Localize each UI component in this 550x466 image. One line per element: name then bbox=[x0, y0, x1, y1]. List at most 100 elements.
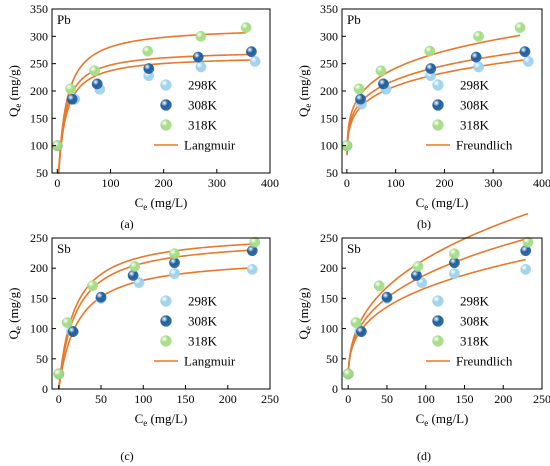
legend-label: 298K bbox=[188, 78, 218, 93]
data-point-318K bbox=[522, 236, 534, 248]
data-point-298K bbox=[448, 268, 460, 280]
x-tick-label: 0 bbox=[345, 392, 351, 406]
data-point-318K bbox=[87, 280, 98, 292]
data-point-318K bbox=[448, 248, 460, 260]
legend-marker-298K bbox=[432, 295, 444, 307]
y-tick-label: 100 bbox=[30, 139, 48, 153]
data-point-308K bbox=[245, 46, 257, 58]
y-tick-label: 150 bbox=[30, 111, 48, 125]
legend-label: 308K bbox=[188, 314, 218, 329]
legend-marker-318K bbox=[160, 119, 172, 131]
x-tick-label: 300 bbox=[208, 176, 226, 190]
y-axis-label: Qe (mg/g) bbox=[6, 65, 23, 117]
data-point-298K bbox=[520, 264, 532, 275]
element-label: Sb bbox=[347, 241, 361, 256]
data-point-318K bbox=[350, 317, 362, 328]
y-tick-label: 200 bbox=[30, 84, 48, 98]
legend-label: 318K bbox=[188, 118, 218, 133]
fit-curve-298K bbox=[57, 59, 256, 174]
data-point-308K bbox=[411, 270, 422, 281]
data-point-318K bbox=[61, 317, 73, 328]
data-point-308K bbox=[381, 291, 393, 303]
data-point-308K bbox=[470, 51, 482, 63]
y-tick-label: 50 bbox=[36, 352, 48, 366]
legend-marker-308K bbox=[432, 99, 444, 111]
legend-label: 308K bbox=[188, 98, 218, 113]
data-point-308K bbox=[127, 270, 139, 281]
y-tick-label: 350 bbox=[320, 2, 338, 16]
fit-curve-308K bbox=[57, 53, 252, 174]
legend-fit-label: Langmuir bbox=[184, 138, 236, 153]
y-tick-label: 150 bbox=[320, 291, 338, 305]
y-tick-label: 100 bbox=[320, 139, 338, 153]
legend-fit-label: Freundlich bbox=[456, 138, 513, 153]
y-tick-label: 250 bbox=[320, 231, 338, 245]
data-point-298K bbox=[246, 264, 258, 275]
x-tick-label: 250 bbox=[533, 392, 550, 406]
y-tick-label: 300 bbox=[320, 29, 338, 43]
x-axis-label: Ce (mg/L) bbox=[416, 411, 469, 428]
data-point-318K bbox=[342, 368, 354, 380]
y-axis-label: Qe (mg/g) bbox=[296, 65, 313, 117]
legend-label: 298K bbox=[460, 78, 490, 93]
data-point-318K bbox=[424, 45, 436, 57]
x-axis-label: Ce (mg/L) bbox=[135, 195, 188, 212]
legend-fit-label: Langmuir bbox=[184, 354, 236, 369]
x-tick-label: 200 bbox=[435, 176, 453, 190]
x-tick-label: 100 bbox=[101, 176, 119, 190]
legend-marker-298K bbox=[160, 79, 172, 91]
y-tick-label: 200 bbox=[30, 261, 48, 275]
legend-label: 298K bbox=[460, 294, 490, 309]
data-point-308K bbox=[143, 63, 155, 74]
data-point-318K bbox=[89, 65, 100, 77]
legend-marker-308K bbox=[160, 315, 172, 327]
legend-label: 318K bbox=[460, 334, 490, 349]
chart-panel-1: 0 100 200 300 400 50 100 150 200 250 300 350 Pb Ce (m… bbox=[6, 2, 279, 231]
data-point-298K bbox=[522, 56, 534, 67]
element-label: Pb bbox=[57, 12, 71, 27]
x-tick-label: 400 bbox=[533, 176, 550, 190]
x-tick-label: 150 bbox=[177, 392, 195, 406]
data-point-298K bbox=[416, 277, 428, 289]
data-point-298K bbox=[195, 61, 207, 73]
x-tick-label: 200 bbox=[494, 392, 512, 406]
legend-marker-298K bbox=[432, 79, 444, 91]
chart-panel-3: 0 50 100 150 200 250 0 50 100 150 200 250 Sb Ce (mg/L… bbox=[6, 231, 279, 463]
y-tick-label: 50 bbox=[326, 352, 338, 366]
fit-curve-298K bbox=[57, 267, 253, 390]
y-tick-label: 150 bbox=[320, 111, 338, 125]
x-tick-label: 200 bbox=[155, 176, 173, 190]
data-point-308K bbox=[519, 46, 531, 58]
plot-frame bbox=[51, 237, 271, 390]
data-point-298K bbox=[473, 61, 484, 73]
y-tick-label: 200 bbox=[320, 84, 338, 98]
data-point-318K bbox=[195, 30, 207, 42]
legend-label: 318K bbox=[188, 334, 218, 349]
x-tick-label: 200 bbox=[219, 392, 237, 406]
panel-caption: (b) bbox=[417, 217, 431, 231]
x-axis-label: Ce (mg/L) bbox=[416, 195, 469, 212]
data-point-298K bbox=[133, 277, 145, 289]
y-tick-label: 50 bbox=[36, 166, 48, 180]
data-point-318K bbox=[375, 65, 387, 77]
y-tick-label: 250 bbox=[30, 231, 48, 245]
data-point-308K bbox=[66, 93, 78, 105]
data-point-318K bbox=[169, 248, 180, 260]
data-point-318K bbox=[53, 368, 65, 380]
data-point-318K bbox=[412, 260, 424, 272]
y-tick-label: 100 bbox=[320, 322, 338, 336]
element-label: Pb bbox=[347, 12, 361, 27]
y-tick-label: 100 bbox=[30, 322, 48, 336]
data-point-308K bbox=[67, 326, 79, 338]
chart-panel-4: 0 50 100 150 200 250 0 50 100 150 200 250 Sb Ce (mg/L… bbox=[296, 212, 550, 463]
y-tick-label: 350 bbox=[30, 2, 48, 16]
y-tick-label: 300 bbox=[30, 29, 48, 43]
panel-caption: (d) bbox=[417, 449, 431, 463]
x-tick-label: 50 bbox=[381, 392, 393, 406]
panel-caption: (a) bbox=[120, 217, 133, 231]
x-tick-label: 250 bbox=[261, 392, 279, 406]
legend-label: 298K bbox=[188, 294, 218, 309]
panel-caption: (c) bbox=[120, 449, 133, 463]
data-point-318K bbox=[249, 236, 261, 248]
